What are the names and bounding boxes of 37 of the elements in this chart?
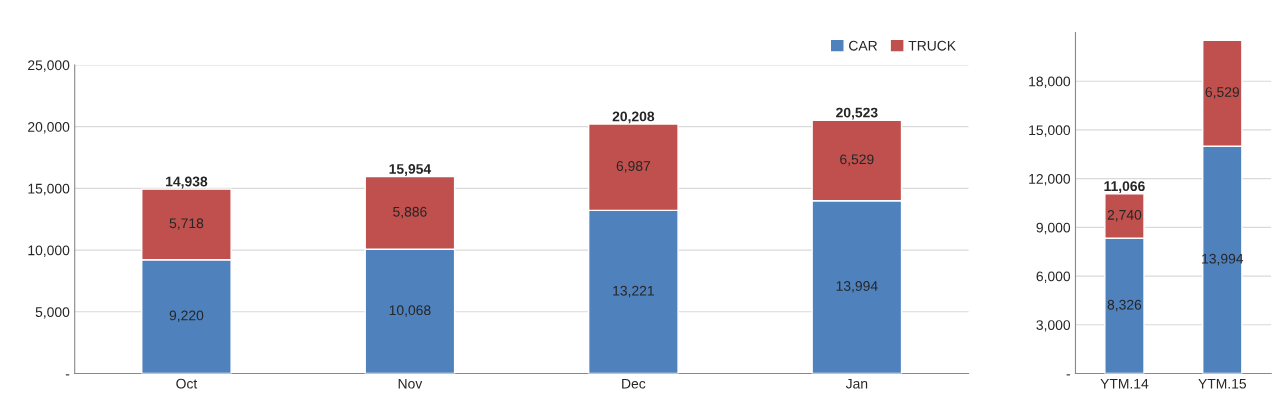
y-tick-label: 25,000	[28, 60, 70, 72]
total-label: 15,954	[389, 164, 432, 176]
y-tick-label: 18,000	[1029, 76, 1071, 89]
text: 6,529	[840, 154, 874, 166]
x-tick-label: YTM.15	[1198, 378, 1247, 389]
y-tick-label: -	[65, 374, 70, 376]
text: 13,994	[836, 281, 878, 293]
y-tick-label: 20,000	[28, 122, 70, 134]
text: 13,221	[613, 285, 654, 298]
y-tick-label: 9,000	[1036, 222, 1071, 235]
y-tick-label: 10,000	[28, 245, 70, 257]
text: 10,068	[389, 305, 431, 317]
total-label: 20,523	[836, 107, 878, 120]
text: 2,740	[1107, 209, 1142, 222]
x-tick-label: Nov	[398, 378, 423, 389]
y-tick-label: 15,000	[28, 183, 70, 196]
x-tick-label: Oct	[176, 378, 198, 389]
y-tick-label: 3,000	[1036, 320, 1071, 332]
y-tick-label: 15,000	[1029, 125, 1071, 137]
legend-label: CAR	[849, 40, 878, 51]
text: 8,326	[1107, 299, 1142, 312]
legend-label: TRUCK	[908, 40, 956, 51]
y-tick-label: 5,000	[35, 307, 70, 319]
x-tick-label: YTM.14	[1100, 378, 1149, 389]
total-label: 11,066	[1104, 181, 1145, 194]
text: 6,529	[1205, 87, 1240, 99]
text: 5,718	[169, 218, 204, 230]
total-label: 20,208	[612, 111, 655, 124]
total-label: 14,938	[166, 176, 208, 189]
y-tick-label: 12,000	[1029, 173, 1071, 186]
x-tick-label: Dec	[622, 378, 646, 389]
text: 6,987	[616, 161, 651, 173]
text: 9,220	[169, 310, 204, 322]
x-tick-label: Jan	[845, 378, 868, 389]
text: 5,886	[393, 206, 427, 219]
y-tick-label: 6,000	[1036, 271, 1071, 283]
y-tick-label: -	[1066, 374, 1070, 376]
